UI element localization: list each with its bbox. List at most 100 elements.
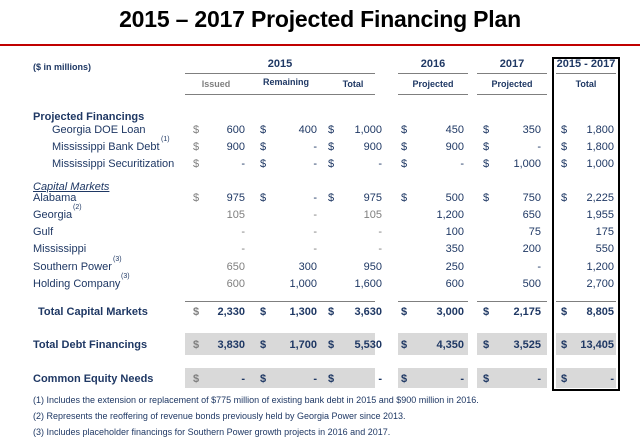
dollar-sign: $ <box>483 306 490 318</box>
cell-remaining: 300 <box>298 261 317 273</box>
cell-total: 900 <box>363 141 382 153</box>
dollar-sign: $ <box>401 306 408 318</box>
row-label: Mississippi <box>33 243 87 255</box>
tcm-rule-2016 <box>398 301 468 302</box>
cell-p2017: 350 <box>522 124 541 136</box>
total-debt-band-2017 <box>477 333 547 355</box>
cell-p2016: - <box>460 158 464 170</box>
cell-total: 105 <box>363 209 382 221</box>
dollar-sign: $ <box>193 373 200 385</box>
equity-band-total <box>556 368 616 388</box>
dollar-sign: $ <box>328 192 335 204</box>
row-label: Mississippi Bank Debt <box>52 141 160 153</box>
cell-issued: 600 <box>226 278 245 290</box>
header-2015: 2015 <box>267 58 293 70</box>
subheader-issued: Issued <box>201 79 231 89</box>
cell-remaining: - <box>313 209 317 221</box>
cell-issued: 105 <box>226 209 245 221</box>
section-capital-markets: Capital Markets <box>33 181 110 193</box>
dollar-sign: $ <box>483 158 490 170</box>
cell-p2017: 75 <box>528 226 541 238</box>
cell-total: 3,630 <box>354 306 382 318</box>
cell-issued: - <box>241 243 245 255</box>
dollar-sign: $ <box>260 158 267 170</box>
header-2016: 2016 <box>420 58 446 70</box>
row-label: Total Capital Markets <box>38 306 148 318</box>
cell-p2017: - <box>537 261 541 273</box>
cell-total: - <box>378 226 382 238</box>
dollar-sign: $ <box>561 373 568 385</box>
dollar-sign: $ <box>401 373 408 385</box>
subheader-projected-2016: Projected <box>412 79 454 89</box>
equity-band-2015 <box>185 368 375 388</box>
dollar-sign: $ <box>401 124 408 136</box>
row-label: Georgia <box>33 209 73 221</box>
dollar-sign: $ <box>260 141 267 153</box>
tcm-rule-2015 <box>185 301 375 302</box>
cell-grand: 550 <box>595 243 614 255</box>
subheader-rule-2017 <box>477 94 547 95</box>
cell-p2017: 1,000 <box>513 158 541 170</box>
cell-remaining: 1,000 <box>289 278 317 290</box>
footnote-3: (3) Includes placeholder financings for … <box>33 427 391 437</box>
header-rule-2016 <box>398 73 468 74</box>
dollar-sign: $ <box>193 124 200 136</box>
header-total-range: 2015 - 2017 <box>556 58 616 70</box>
cell-issued: 2,330 <box>217 306 245 318</box>
cell-issued: 3,830 <box>217 339 245 351</box>
dollar-sign: $ <box>561 306 568 318</box>
page-title: 2015 – 2017 Projected Financing Plan <box>119 6 521 32</box>
section-projected-financings: Projected Financings <box>33 111 145 123</box>
cell-remaining: - <box>313 158 317 170</box>
cell-p2017: 750 <box>522 192 541 204</box>
dollar-sign: $ <box>561 141 568 153</box>
subheader-projected-2017: Projected <box>491 79 533 89</box>
cell-total: - <box>378 373 382 385</box>
cell-p2017: 200 <box>522 243 541 255</box>
dollar-sign: $ <box>401 339 408 351</box>
cell-remaining: 1,300 <box>289 306 317 318</box>
dollar-sign: $ <box>260 373 267 385</box>
total-debt-band-2015 <box>185 333 375 355</box>
dollar-sign: $ <box>401 158 408 170</box>
cell-p2016: 500 <box>445 192 464 204</box>
cell-grand: 1,955 <box>586 209 614 221</box>
tcm-rule-total <box>556 301 616 302</box>
cell-grand: 1,200 <box>586 261 614 273</box>
dollar-sign: $ <box>483 124 490 136</box>
cell-issued: - <box>241 158 245 170</box>
equity-band-2016 <box>398 368 468 388</box>
cell-p2016: 900 <box>445 141 464 153</box>
units-label: ($ in millions) <box>33 62 92 72</box>
cell-total: 5,530 <box>354 339 382 351</box>
dollar-sign: $ <box>328 141 335 153</box>
dollar-sign: $ <box>260 124 267 136</box>
header-2017: 2017 <box>499 58 525 70</box>
dollar-sign: $ <box>483 339 490 351</box>
cell-grand: 2,700 <box>586 278 614 290</box>
cell-p2016: 600 <box>445 278 464 290</box>
cell-remaining: - <box>313 243 317 255</box>
header-rule-2015 <box>185 73 375 74</box>
subheader-remaining: Remaining <box>262 77 309 87</box>
dollar-sign: $ <box>483 141 490 153</box>
dollar-sign: $ <box>483 373 490 385</box>
dollar-sign: $ <box>561 192 568 204</box>
cell-total: - <box>378 243 382 255</box>
cell-p2016: 100 <box>445 226 464 238</box>
row-label: Georgia DOE Loan <box>52 124 146 136</box>
cell-p2016: 1,200 <box>436 209 464 221</box>
header-rule-2017 <box>477 73 547 74</box>
dollar-sign: $ <box>561 124 568 136</box>
cell-p2017: - <box>537 141 541 153</box>
dollar-sign: $ <box>328 158 335 170</box>
cell-p2017: 650 <box>522 209 541 221</box>
subheader-grand-total: Total <box>575 79 597 89</box>
subheader-total: Total <box>342 79 364 89</box>
cell-p2016: 4,350 <box>436 339 464 351</box>
cell-grand: 8,805 <box>586 306 614 318</box>
cell-p2017: 3,525 <box>513 339 541 351</box>
header-rule-total <box>556 73 616 74</box>
dollar-sign: $ <box>483 192 490 204</box>
tcm-rule-2017 <box>477 301 547 302</box>
